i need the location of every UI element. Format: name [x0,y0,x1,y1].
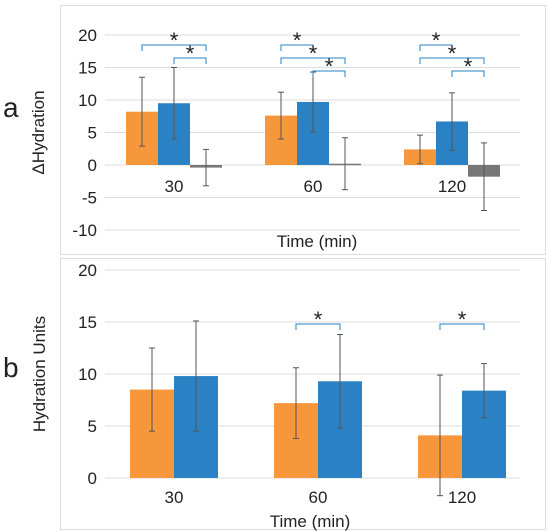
y-tick-label: 5 [88,124,97,143]
y-tick-label: 10 [78,365,97,384]
x-axis-title: Time (min) [270,512,351,531]
significance-asterisk: * [325,54,334,79]
significance-asterisk: * [448,41,457,66]
significance-bracket [173,57,207,64]
significance-asterisk: * [464,54,473,79]
significance-bracket [280,57,346,64]
y-tick-label: 20 [78,26,97,45]
x-category-label: 60 [309,488,328,507]
panel-b-letter: b [3,352,19,383]
significance-asterisk: * [309,41,318,66]
x-category-label: 120 [448,488,476,507]
significance-asterisk: * [314,307,323,332]
significance-bracket [295,323,341,330]
significance-asterisk: * [186,41,195,66]
significance-bracket [451,70,485,77]
y-tick-label: 15 [78,59,97,78]
x-category-label: 60 [304,177,323,196]
y-axis-title: Hydration Units [30,316,49,432]
y-tick-label: -10 [72,221,97,240]
y-tick-label: 20 [78,261,97,280]
y-tick-label: 15 [78,313,97,332]
significance-asterisk: * [293,28,302,53]
y-tick-label: 5 [88,417,97,436]
x-category-label: 30 [165,177,184,196]
significance-bracket [419,44,453,51]
y-tick-label: 0 [88,156,97,175]
significance-bracket [280,44,314,51]
x-category-label: 30 [165,488,184,507]
significance-asterisk: * [170,28,179,53]
significance-bracket [312,70,346,77]
y-axis-title: ΔHydration [29,90,48,174]
significance-bracket [439,323,485,330]
y-tick-label: 0 [88,469,97,488]
x-category-label: 120 [438,177,466,196]
significance-asterisk: * [458,307,467,332]
x-axis-title: Time (min) [277,232,358,251]
significance-bracket [141,44,207,51]
significance-asterisk: * [432,28,441,53]
significance-bracket [419,57,485,64]
y-tick-label: 10 [78,91,97,110]
y-tick-label: -5 [82,189,97,208]
panel-a-letter: a [3,92,19,123]
